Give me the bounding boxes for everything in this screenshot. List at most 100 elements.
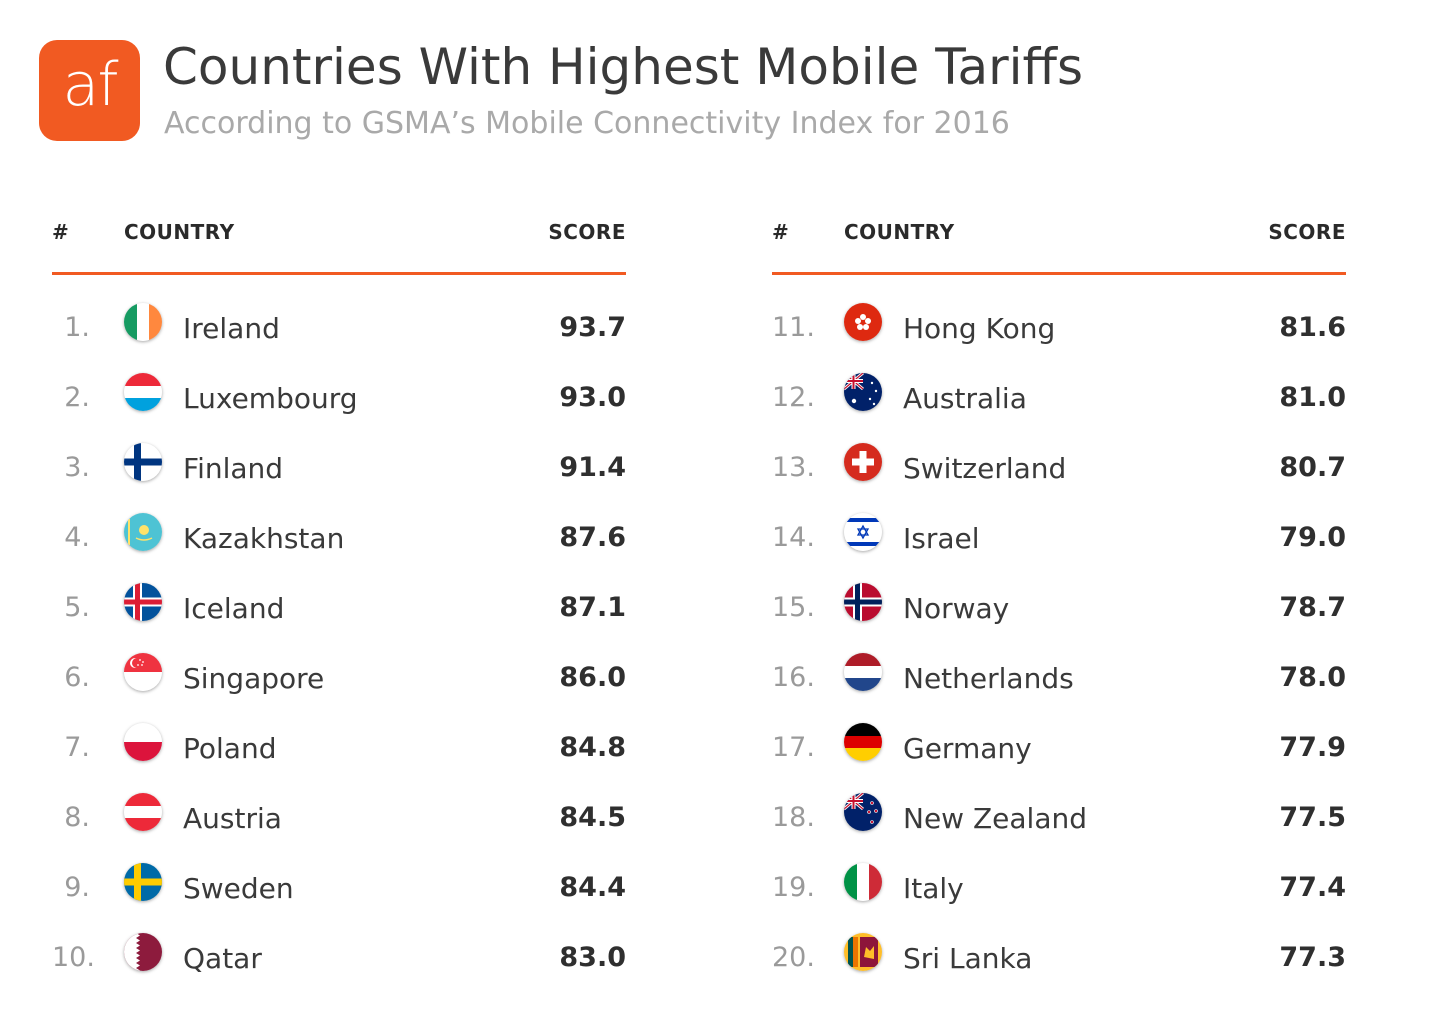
table-row: 15. Norway 78.7 xyxy=(772,578,1346,648)
country-cell: Switzerland xyxy=(903,452,1067,485)
score-header: SCORE xyxy=(548,220,626,244)
rank-cell: 9. xyxy=(64,872,90,903)
iceland-flag-icon xyxy=(124,583,162,621)
table-row: 6. Singapore 86.0 xyxy=(52,648,626,718)
australia-flag-icon xyxy=(844,373,882,411)
country-cell: Norway xyxy=(903,592,1010,625)
country-cell: Austria xyxy=(183,802,282,835)
score-cell: 87.6 xyxy=(559,522,626,553)
country-cell: New Zealand xyxy=(903,802,1087,835)
rank-cell: 12. xyxy=(772,382,815,413)
italy-flag-icon xyxy=(844,863,882,901)
country-cell: Australia xyxy=(903,382,1027,415)
score-cell: 87.1 xyxy=(559,592,626,623)
score-cell: 77.9 xyxy=(1279,732,1346,763)
table-right-column: # COUNTRY SCORE 11. Hong Kong 81.6 12. Austr… xyxy=(772,216,1346,998)
ireland-flag-icon xyxy=(124,303,162,341)
table-left-column: # COUNTRY SCORE 1. Ireland 93.7 2. Luxembour… xyxy=(52,216,626,998)
rank-cell: 4. xyxy=(64,522,90,553)
table-row: 20. Sri Lanka 77.3 xyxy=(772,928,1346,998)
country-cell: Ireland xyxy=(183,312,280,345)
country-header: COUNTRY xyxy=(124,220,235,244)
luxembourg-flag-icon xyxy=(124,373,162,411)
switzerland-flag-icon xyxy=(844,443,882,481)
country-cell: Italy xyxy=(903,872,964,905)
table-row: 9. Sweden 84.4 xyxy=(52,858,626,928)
rank-cell: 14. xyxy=(772,522,815,553)
rank-cell: 18. xyxy=(772,802,815,833)
country-cell: Netherlands xyxy=(903,662,1074,695)
new-zealand-flag-icon xyxy=(844,793,882,831)
country-cell: Poland xyxy=(183,732,277,765)
country-header: COUNTRY xyxy=(844,220,955,244)
country-cell: Qatar xyxy=(183,942,262,975)
table-row: 17. Germany 77.9 xyxy=(772,718,1346,788)
page-title: Countries With Highest Mobile Tariffs xyxy=(163,38,1084,96)
table-header: # COUNTRY SCORE xyxy=(772,216,1346,275)
rank-cell: 10. xyxy=(52,942,95,973)
score-cell: 93.7 xyxy=(559,312,626,343)
rank-cell: 7. xyxy=(64,732,90,763)
sweden-flag-icon xyxy=(124,863,162,901)
finland-flag-icon xyxy=(124,443,162,481)
country-cell: Iceland xyxy=(183,592,285,625)
country-cell: Germany xyxy=(903,732,1032,765)
rank-cell: 19. xyxy=(772,872,815,903)
table-row: 11. Hong Kong 81.6 xyxy=(772,298,1346,368)
rank-cell: 15. xyxy=(772,592,815,623)
table-body: 1. Ireland 93.7 2. Luxembourg 93.0 3. Finland 91… xyxy=(52,298,626,998)
table-row: 7. Poland 84.8 xyxy=(52,718,626,788)
table-row: 4. Kazakhstan 87.6 xyxy=(52,508,626,578)
table-row: 13. Switzerland 80.7 xyxy=(772,438,1346,508)
rank-cell: 20. xyxy=(772,942,815,973)
score-cell: 84.4 xyxy=(559,872,626,903)
country-cell: Singapore xyxy=(183,662,325,695)
rank-cell: 2. xyxy=(64,382,90,413)
table-row: 16. Netherlands 78.0 xyxy=(772,648,1346,718)
table-row: 1. Ireland 93.7 xyxy=(52,298,626,368)
score-cell: 78.0 xyxy=(1279,662,1346,693)
country-cell: Hong Kong xyxy=(903,312,1056,345)
table-body: 11. Hong Kong 81.6 12. Australia 81.0 13. Switz… xyxy=(772,298,1346,998)
table-row: 18. New Zealand 77.5 xyxy=(772,788,1346,858)
score-cell: 91.4 xyxy=(559,452,626,483)
germany-flag-icon xyxy=(844,723,882,761)
rank-cell: 6. xyxy=(64,662,90,693)
logo-text: af xyxy=(62,50,119,120)
netherlands-flag-icon xyxy=(844,653,882,691)
country-cell: Sweden xyxy=(183,872,294,905)
score-cell: 80.7 xyxy=(1279,452,1346,483)
rank-cell: 13. xyxy=(772,452,815,483)
rank-cell: 11. xyxy=(772,312,815,343)
score-cell: 93.0 xyxy=(559,382,626,413)
table-row: 3. Finland 91.4 xyxy=(52,438,626,508)
hong-kong-flag-icon xyxy=(844,303,882,341)
score-cell: 83.0 xyxy=(559,942,626,973)
af-logo: af xyxy=(39,40,140,141)
score-cell: 78.7 xyxy=(1279,592,1346,623)
country-cell: Finland xyxy=(183,452,284,485)
table-header: # COUNTRY SCORE xyxy=(52,216,626,275)
rank-header: # xyxy=(772,220,790,244)
kazakhstan-flag-icon xyxy=(124,513,162,551)
singapore-flag-icon xyxy=(124,653,162,691)
table-row: 5. Iceland 87.1 xyxy=(52,578,626,648)
austria-flag-icon xyxy=(124,793,162,831)
country-cell: Israel xyxy=(903,522,980,555)
sri-lanka-flag-icon xyxy=(844,933,882,971)
rank-cell: 16. xyxy=(772,662,815,693)
table-row: 19. Italy 77.4 xyxy=(772,858,1346,928)
score-cell: 79.0 xyxy=(1279,522,1346,553)
table-row: 8. Austria 84.5 xyxy=(52,788,626,858)
qatar-flag-icon xyxy=(124,933,162,971)
rank-header: # xyxy=(52,220,70,244)
table-row: 2. Luxembourg 93.0 xyxy=(52,368,626,438)
norway-flag-icon xyxy=(844,583,882,621)
israel-flag-icon xyxy=(844,513,882,551)
rank-cell: 1. xyxy=(64,312,90,343)
rank-cell: 8. xyxy=(64,802,90,833)
score-cell: 86.0 xyxy=(559,662,626,693)
score-cell: 84.5 xyxy=(559,802,626,833)
rank-cell: 17. xyxy=(772,732,815,763)
score-cell: 77.4 xyxy=(1279,872,1346,903)
